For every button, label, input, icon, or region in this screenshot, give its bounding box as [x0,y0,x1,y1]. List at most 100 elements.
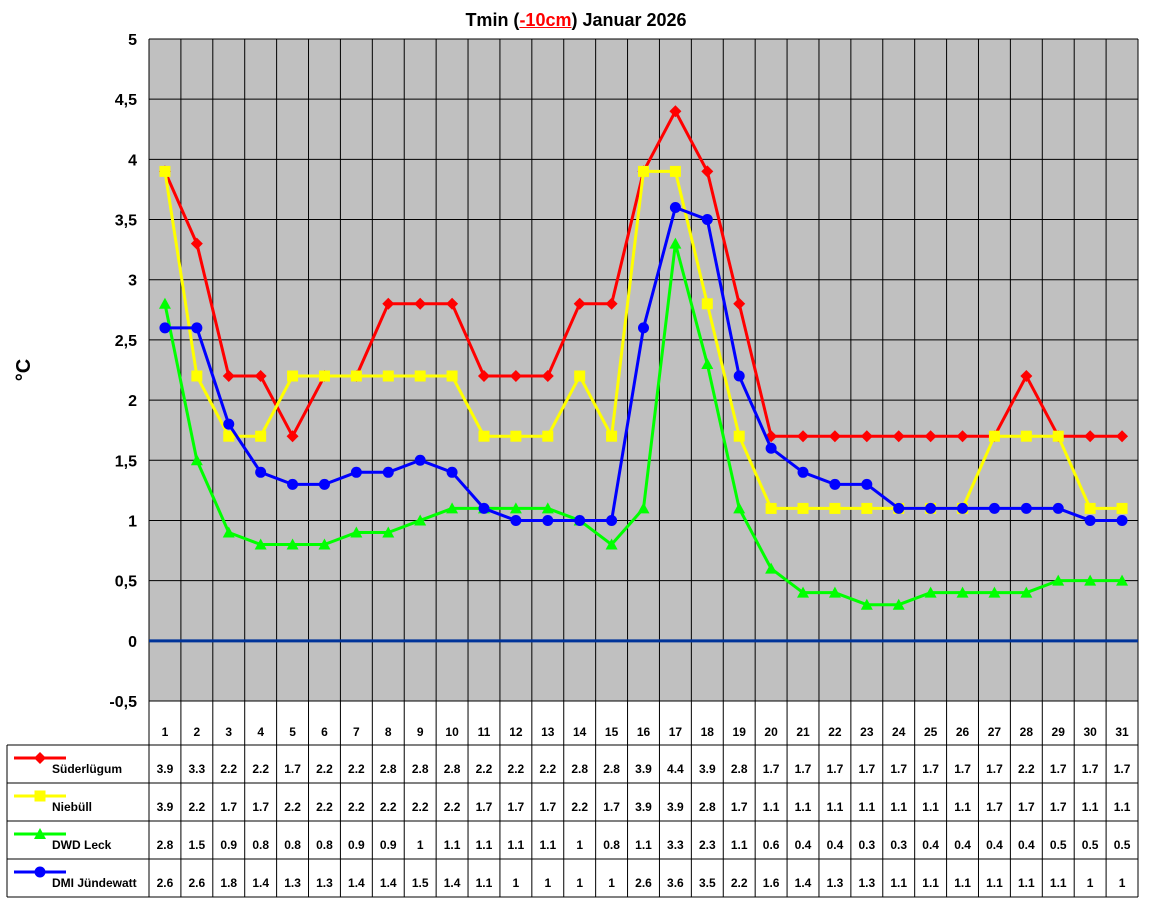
data-point [223,418,235,430]
data-label: 1.1 [890,876,907,890]
data-point [446,466,458,478]
data-label: 1.3 [284,876,301,890]
data-point [191,370,203,382]
data-label: 1.1 [1050,876,1067,890]
data-point [350,370,362,382]
data-point [477,370,490,383]
data-point [988,586,1001,598]
data-label: 2.6 [157,876,174,890]
data-label: 1.1 [954,876,971,890]
y-tick-label: 1 [128,513,137,530]
data-label: 0.3 [858,838,875,852]
data-point [829,502,841,514]
legend-label: DWD Leck [52,838,112,852]
data-label: 1.7 [1050,762,1067,776]
data-label: 2.6 [189,876,206,890]
x-tick-label: 24 [892,725,906,739]
data-label: 1.1 [763,800,780,814]
y-tick-label: 0,5 [115,574,137,591]
data-label: 1.1 [922,876,939,890]
data-label: 1.1 [476,838,493,852]
data-label: 0.8 [284,838,301,852]
data-point [1084,514,1096,526]
y-tick-label: 2 [128,393,137,410]
x-tick-label: 22 [828,725,842,739]
data-label: 1.4 [348,876,365,890]
data-point [574,370,586,382]
data-point [159,165,171,177]
data-label: 1.7 [954,762,971,776]
data-point [222,526,235,538]
y-tick-label: 3,5 [115,213,137,230]
data-point [287,370,299,382]
data-point [924,430,937,443]
data-point [541,502,554,514]
data-label: 1.7 [731,800,748,814]
data-label: 1 [544,876,551,890]
data-point [1116,574,1129,586]
data-label: 1 [576,876,583,890]
data-label: 1.7 [763,762,780,776]
plot-area: -0,5 0 0,5 1 1,5 2 2,5 3 3,5 4 4,5 5 [109,32,1139,711]
data-point [1116,430,1129,443]
x-tick-label: 30 [1083,725,1097,739]
data-label: 1.1 [444,838,461,852]
data-label: 0.4 [922,838,939,852]
data-point [286,430,299,443]
data-label: 2.2 [412,800,429,814]
data-point [733,430,745,442]
data-point [509,370,522,383]
y-tick-label: 4,5 [115,92,137,109]
data-point [318,478,330,490]
data-label: 3.9 [635,800,652,814]
data-label: 0.9 [380,838,397,852]
x-tick-label: 13 [541,725,555,739]
data-point [957,502,969,514]
data-point [892,430,905,443]
data-point [1084,430,1097,443]
data-point [191,322,203,334]
data-label: 1.5 [189,838,206,852]
data-label: 0.5 [1050,838,1067,852]
data-point [638,322,649,334]
data-label: 3.6 [667,876,684,890]
data-point [956,586,969,598]
data-point [861,478,873,490]
x-tick-label: 26 [956,725,970,739]
data-label: 2.2 [476,762,493,776]
data-label: 1.1 [539,838,556,852]
data-point [510,514,522,526]
data-point [893,502,905,514]
data-label: 1.8 [220,876,237,890]
data-label: 0.5 [1082,838,1099,852]
data-label: 1.7 [603,800,620,814]
data-point [1084,502,1096,514]
data-point [733,502,746,514]
data-label: 0.6 [763,838,780,852]
data-label: 1.7 [858,762,875,776]
data-label: 0.8 [316,838,333,852]
data-point [1052,502,1064,514]
data-point [606,514,618,526]
data-point [382,370,394,382]
data-label: 1 [576,838,583,852]
data-point [446,502,459,514]
data-point [797,466,809,478]
data-label: 0.8 [603,838,620,852]
data-point [765,442,777,454]
data-label: 1 [417,838,424,852]
data-label: 1.1 [508,838,525,852]
title-prefix: Tmin ( [465,10,520,30]
data-point [637,502,650,514]
data-point [190,454,203,466]
data-point [925,502,937,514]
data-point [318,538,331,550]
data-label: 1.3 [827,876,844,890]
data-label: 1.7 [986,800,1003,814]
data-label: 0.4 [986,838,1003,852]
data-point [638,165,649,177]
data-label: 1.4 [444,876,461,890]
data-point [605,297,618,310]
data-point [956,430,969,443]
data-label: 0.4 [1018,838,1035,852]
